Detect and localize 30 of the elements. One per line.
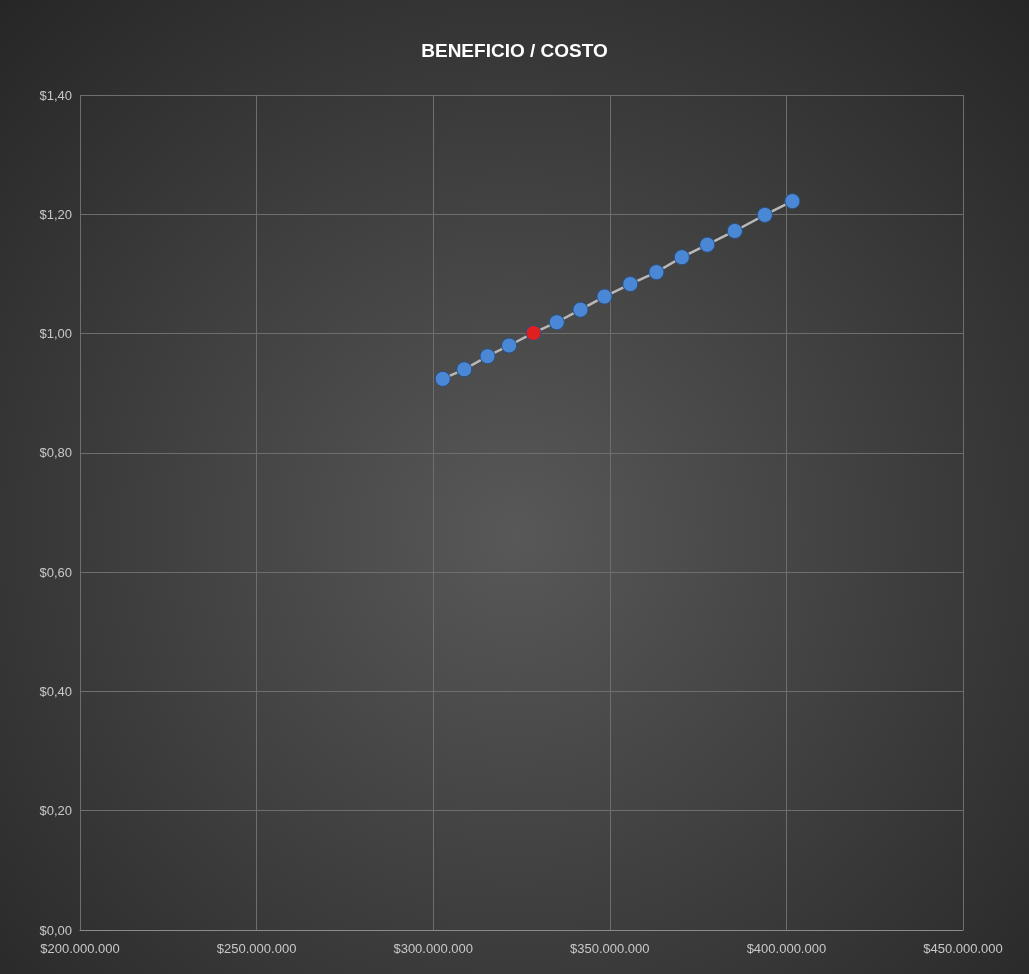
point [756,206,773,223]
point [479,348,496,365]
point [622,276,639,293]
y-tick-label: $0,40 [39,683,72,699]
point [525,324,542,341]
y-tick-label: $0,80 [39,445,72,461]
point [784,193,801,210]
point [673,249,690,266]
y-tick-label: $1,00 [39,326,72,342]
point [699,236,716,253]
x-tick-label: $300.000.000 [393,941,473,956]
y-tick-label: $0,20 [39,803,72,819]
point [572,301,589,318]
y-tick-label: $1,40 [39,87,72,103]
x-tick-label: $450.000.000 [923,941,1003,956]
chart-title: BENEFICIO / COSTO [421,40,608,61]
x-tick-label: $250.000.000 [216,941,297,956]
x-tick-label: $200.000.000 [40,941,120,956]
point [456,361,473,378]
point [548,314,565,331]
y-tick-label: $1,20 [39,206,72,222]
point [648,264,665,281]
point [501,337,518,354]
point [726,222,743,239]
y-tick-label: $0,00 [39,922,72,938]
point [596,288,613,305]
x-tick-label: $350.000.000 [570,941,650,956]
point [434,370,451,387]
x-tick-label: $400.000.000 [746,941,827,956]
y-tick-label: $0,60 [39,564,72,580]
